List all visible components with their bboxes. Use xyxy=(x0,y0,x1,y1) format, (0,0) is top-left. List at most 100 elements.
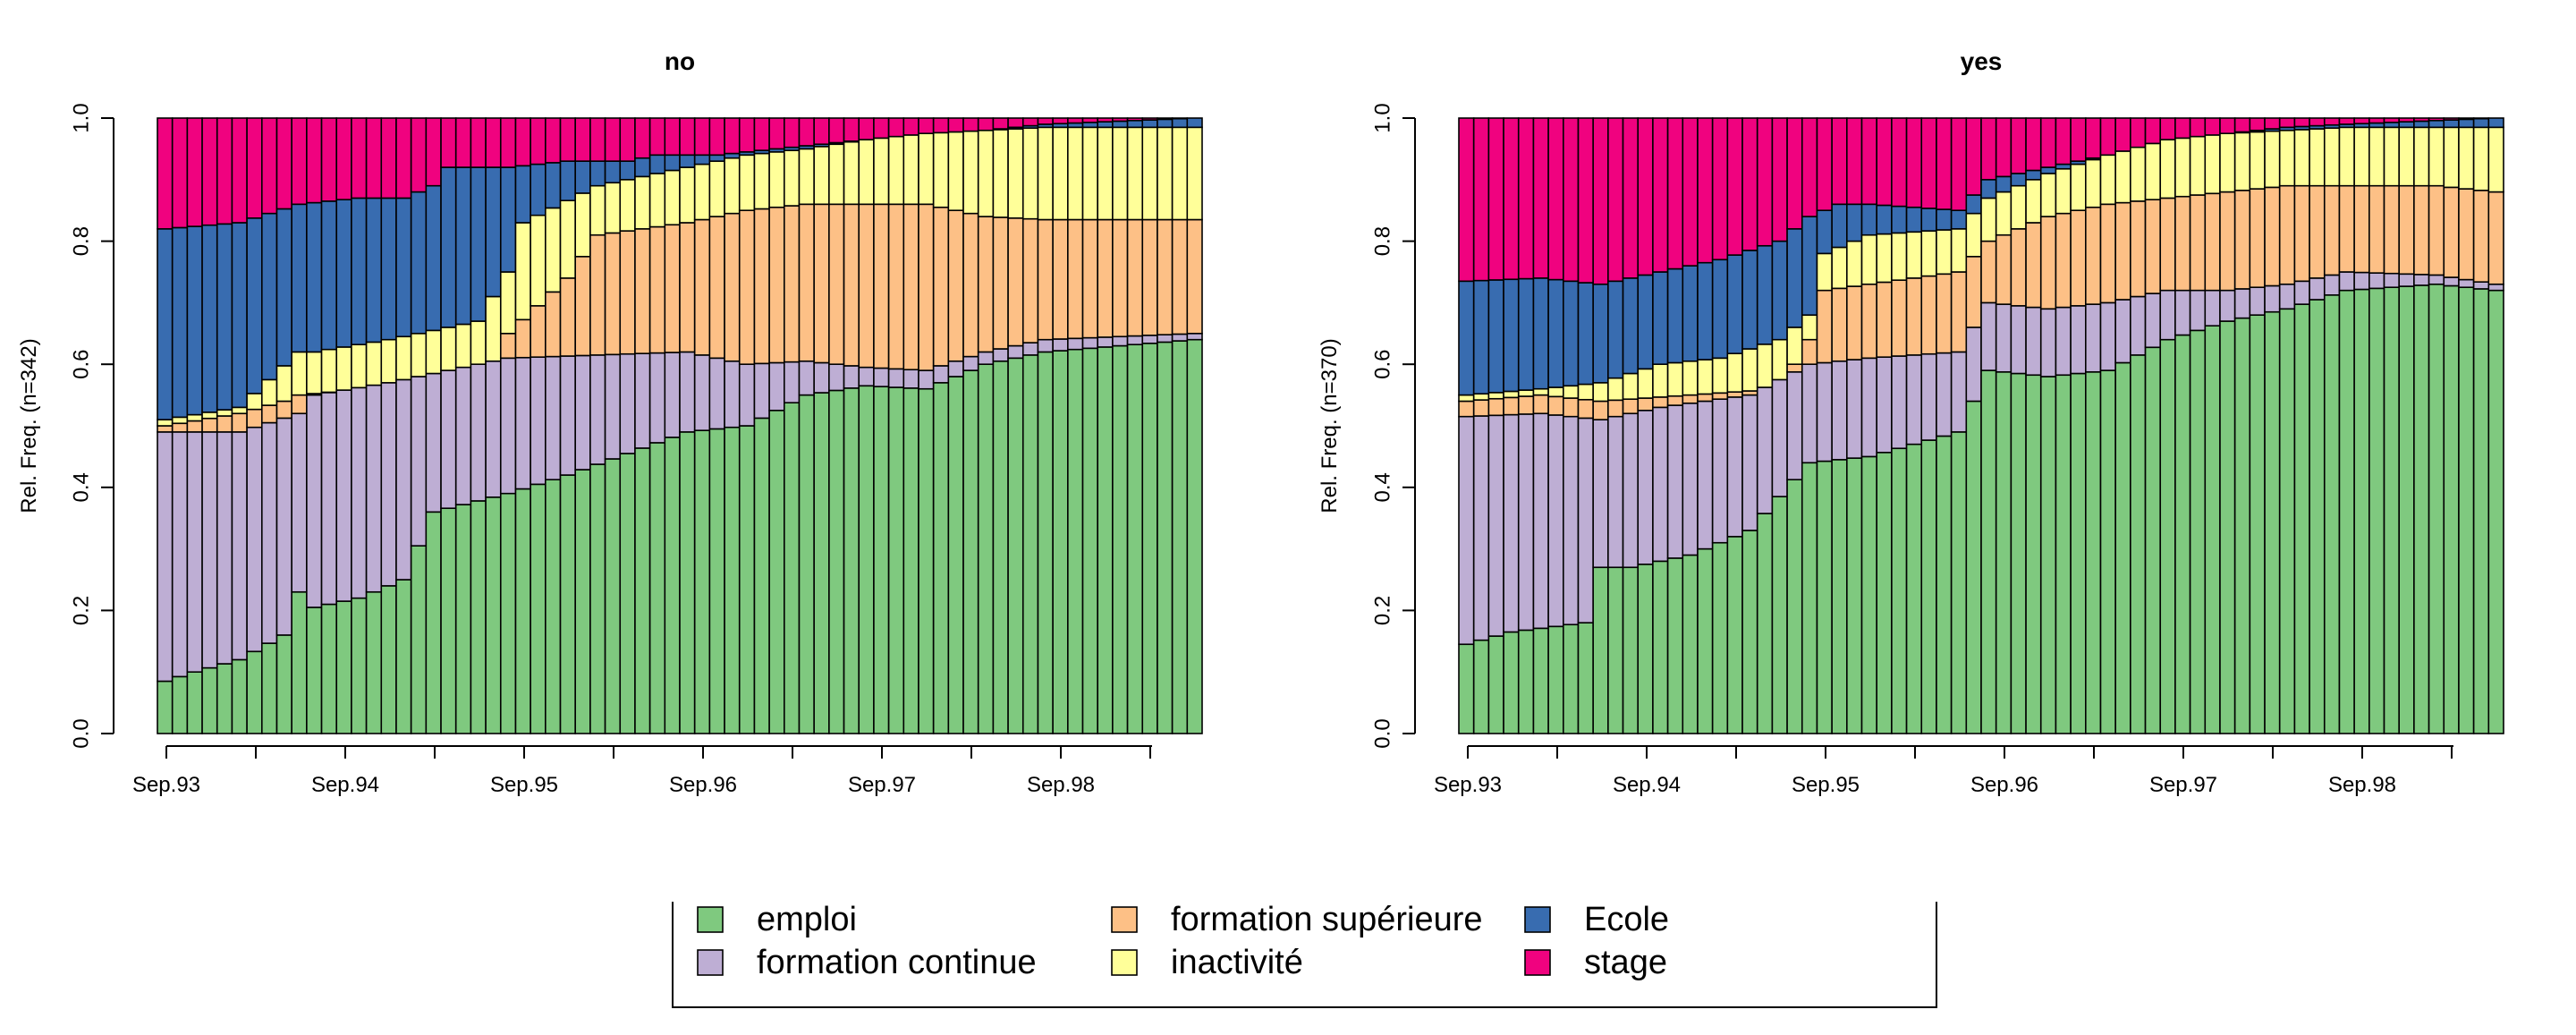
bar-segment-ecole-14 xyxy=(1653,272,1668,364)
bar-segment-formation-continue-39 xyxy=(724,361,740,428)
bar-segment-emploi-39 xyxy=(2026,375,2041,734)
bar-segment-inactivité-43 xyxy=(784,150,800,206)
bar-segment-stage-53 xyxy=(934,118,949,132)
bar-segment-emploi-38 xyxy=(2011,374,2026,734)
bar-segment-inactivité-55 xyxy=(963,131,979,214)
bar-segment-stage-18 xyxy=(411,118,427,192)
bar-segment-emploi-26 xyxy=(1832,460,1847,734)
bar-segment-ecole-36 xyxy=(1981,180,1996,199)
bar-segment-formation-supérieure-42 xyxy=(769,208,784,363)
bar-segment-emploi-18 xyxy=(411,546,427,734)
bar-segment-inactivité-42 xyxy=(2071,165,2086,211)
bar-segment-formation-supérieure-52 xyxy=(919,204,934,370)
bar-segment-emploi-68 xyxy=(2459,287,2474,734)
bar-segment-formation-continue-42 xyxy=(2071,306,2086,374)
bar-segment-ecole-23 xyxy=(486,167,501,296)
bar-segment-formation-supérieure-66 xyxy=(2429,186,2445,276)
bar-segment-stage-2 xyxy=(1474,118,1489,281)
bar-segment-formation-continue-70 xyxy=(1187,334,1202,340)
bar-segment-inactivité-17 xyxy=(1698,360,1713,394)
bar-segment-formation-continue-16 xyxy=(1682,403,1698,556)
bar-segment-stage-50 xyxy=(2190,118,2206,137)
bar-segment-ecole-34 xyxy=(650,155,665,174)
bar-segment-emploi-30 xyxy=(590,464,606,734)
bar-segment-formation-continue-68 xyxy=(1157,335,1173,342)
bar-segment-inactivité-23 xyxy=(1787,327,1802,364)
bar-segment-formation-supérieure-38 xyxy=(2011,229,2026,306)
bar-segment-emploi-49 xyxy=(2175,335,2190,734)
bar-segment-inactivité-33 xyxy=(1936,230,1952,274)
bar-segment-inactivité-44 xyxy=(2100,155,2115,204)
bar-segment-emploi-54 xyxy=(948,377,963,734)
bar-segment-formation-supérieure-33 xyxy=(635,229,650,353)
bar-segment-emploi-49 xyxy=(874,386,889,734)
bar-segment-stage-13 xyxy=(1638,118,1653,275)
bar-segment-stage-63 xyxy=(2385,118,2400,123)
bar-segment-stage-57 xyxy=(993,118,1008,129)
bar-segment-stage-55 xyxy=(963,118,979,131)
bar-segment-formation-continue-56 xyxy=(979,352,994,364)
bar-segment-stage-17 xyxy=(396,118,411,198)
bar-segment-formation-supérieure-27 xyxy=(546,292,561,356)
bar-segment-emploi-10 xyxy=(292,592,307,734)
bar-segment-ecole-38 xyxy=(2011,174,2026,186)
bar-segment-emploi-40 xyxy=(2041,377,2056,734)
bar-segment-formation-continue-47 xyxy=(844,366,860,388)
bar-segment-emploi-63 xyxy=(2385,287,2400,734)
bar-segment-emploi-41 xyxy=(754,418,769,734)
bar-segment-inactivité-44 xyxy=(799,148,814,204)
bar-segment-ecole-17 xyxy=(396,198,411,336)
bar-segment-stage-12 xyxy=(322,118,337,201)
x-tick-label: Sep.97 xyxy=(2149,773,2217,797)
bar-segment-stage-40 xyxy=(740,118,755,152)
bar-segment-ecole-11 xyxy=(1608,281,1623,378)
bar-segment-emploi-67 xyxy=(1142,344,1157,734)
bar-segment-formation-continue-61 xyxy=(1053,339,1068,351)
bar-segment-formation-continue-18 xyxy=(1713,399,1728,543)
bar-segment-stage-31 xyxy=(606,118,621,161)
bar-segment-stage-48 xyxy=(2160,118,2175,140)
bar-segment-formation-supérieure-2 xyxy=(173,423,188,432)
bar-segment-emploi-54 xyxy=(2250,315,2265,734)
bar-segment-inactivité-46 xyxy=(829,144,844,204)
bar-segment-emploi-14 xyxy=(1653,561,1668,734)
bar-segment-emploi-45 xyxy=(814,393,829,734)
bar-segment-inactivité-37 xyxy=(1996,192,2012,235)
bar-segment-emploi-24 xyxy=(1802,462,1818,734)
bar-segment-formation-supérieure-26 xyxy=(530,306,546,357)
bar-segment-inactivité-4 xyxy=(202,412,217,419)
bar-segment-formation-supérieure-27 xyxy=(1847,286,1862,360)
bar-segment-inactivité-32 xyxy=(620,180,635,231)
bar-segment-formation-continue-57 xyxy=(993,349,1008,361)
bar-segment-ecole-35 xyxy=(665,155,680,170)
bar-segment-formation-supérieure-30 xyxy=(1892,280,1907,356)
bar-segment-inactivité-62 xyxy=(2369,127,2385,185)
bar-segment-emploi-43 xyxy=(784,403,800,734)
y-tick-label: 0.4 xyxy=(1371,472,1395,502)
bar-segment-formation-continue-64 xyxy=(1097,337,1113,347)
bar-segment-formation-continue-37 xyxy=(695,355,710,430)
x-tick-label: Sep.98 xyxy=(1027,773,1095,797)
bar-segment-emploi-20 xyxy=(441,508,456,734)
bar-segment-formation-continue-53 xyxy=(2235,289,2250,318)
bar-segment-stage-20 xyxy=(1742,118,1758,250)
bar-segment-emploi-64 xyxy=(2399,286,2414,734)
bar-segment-ecole-70 xyxy=(1187,118,1202,127)
bar-segment-stage-27 xyxy=(546,118,561,163)
bar-segment-ecole-18 xyxy=(1713,259,1728,358)
bar-segment-inactivité-5 xyxy=(1519,390,1534,396)
bar-segment-emploi-58 xyxy=(1008,358,1023,734)
bar-segment-stage-29 xyxy=(1877,118,1892,205)
bar-segment-formation-continue-70 xyxy=(2488,284,2504,291)
bar-segment-formation-continue-5 xyxy=(1519,414,1534,630)
bar-segment-inactivité-45 xyxy=(814,147,829,205)
bar-segment-emploi-45 xyxy=(2115,362,2131,734)
bar-segment-formation-continue-43 xyxy=(784,362,800,403)
bar-segment-stage-21 xyxy=(456,118,471,167)
bar-segment-inactivité-62 xyxy=(1068,127,1083,219)
bar-segment-formation-continue-35 xyxy=(665,352,680,437)
bar-segment-formation-continue-20 xyxy=(441,370,456,508)
bar-segment-emploi-9 xyxy=(276,635,292,734)
bar-segment-formation-supérieure-2 xyxy=(1474,400,1489,416)
bar-segment-emploi-33 xyxy=(635,448,650,734)
